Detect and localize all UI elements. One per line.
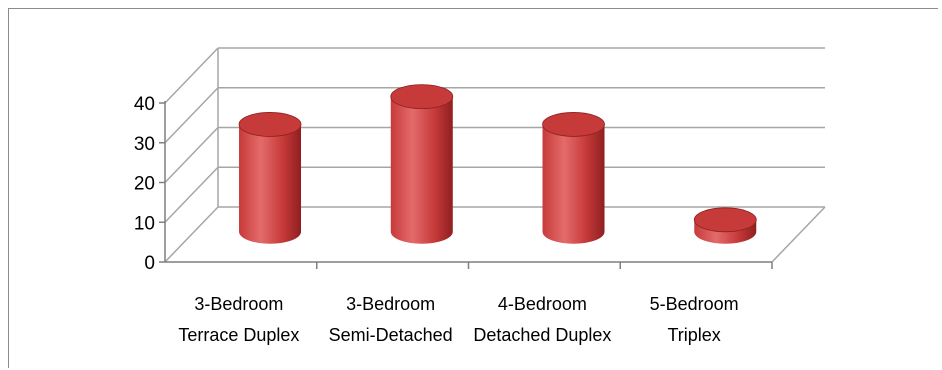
- bar: [542, 112, 605, 244]
- bar-body: [390, 96, 453, 244]
- bar-top: [693, 207, 757, 233]
- floor-right-edge: [771, 206, 826, 263]
- gridline-side: [164, 87, 219, 144]
- y-tick-label: 0: [144, 253, 155, 274]
- bar: [390, 84, 454, 244]
- bar-top: [542, 112, 605, 137]
- bar-layer: [238, 84, 757, 244]
- gridline-side: [164, 47, 219, 104]
- grid-layer: [164, 47, 826, 263]
- x-category-label: 4-Bedroom: [498, 294, 587, 314]
- axis-layer: [159, 101, 773, 269]
- bar-top: [390, 84, 454, 109]
- gridline-side: [164, 166, 219, 223]
- x-category-label: Triplex: [667, 325, 720, 345]
- bar-top: [238, 112, 302, 137]
- y-tick-label: 40: [134, 94, 155, 115]
- bar: [693, 207, 757, 244]
- bar-body: [542, 124, 605, 244]
- gridline-side: [164, 126, 219, 184]
- y-tick-label: 10: [134, 213, 155, 234]
- x-category-label: 5-Bedroom: [650, 294, 739, 314]
- bar: [238, 112, 302, 244]
- chart-frame: [8, 8, 938, 368]
- gridline-side: [164, 206, 219, 263]
- y-tick-label: 30: [134, 134, 155, 155]
- x-category-label: Detached Duplex: [473, 325, 611, 345]
- x-category-label: 3-Bedroom: [346, 294, 435, 314]
- x-category-label: Terrace Duplex: [178, 325, 299, 345]
- label-layer: 0 10 20 30 40 3-Bedroom Terrace Duplex 3-Bedroo…: [134, 94, 739, 345]
- y-tick-label: 20: [134, 174, 155, 195]
- x-category-label: 3-Bedroom: [194, 294, 283, 314]
- bar-body: [239, 124, 302, 244]
- x-category-label: Semi-Detached: [329, 325, 453, 345]
